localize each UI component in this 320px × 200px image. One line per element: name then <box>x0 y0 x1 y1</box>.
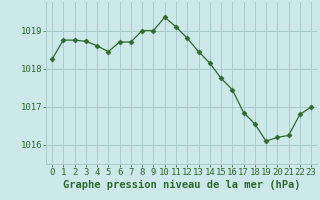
X-axis label: Graphe pression niveau de la mer (hPa): Graphe pression niveau de la mer (hPa) <box>63 180 300 190</box>
